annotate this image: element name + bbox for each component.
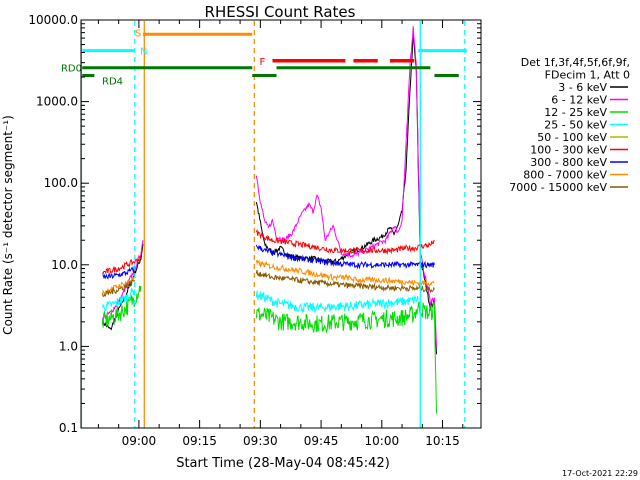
x-tick-label: 10:00 [365,434,400,448]
series-12-25kev [102,285,437,414]
flag-label: RD4 [102,76,123,87]
legend-header: FDecim 1, Att 0 [545,69,630,82]
legend-label: 12 - 25 keV [544,106,607,119]
plot-frame [80,19,482,429]
x-tick-label: 09:00 [122,434,157,448]
series-trace [102,240,144,321]
y-tick-label: 0.1 [59,421,78,435]
x-axis-label: Start Time (28-May-04 08:45:42) [176,456,390,471]
series-800-7000kev [102,259,435,296]
flag-label: N [140,47,147,58]
series-100-300kev [102,228,435,276]
series-trace [255,26,437,347]
legend-label: 50 - 100 keV [537,131,607,144]
x-tick-label: 09:45 [304,434,339,448]
series-trace [255,228,435,255]
legend-label: 100 - 300 keV [530,144,607,157]
series-3-6kev [102,33,437,355]
legend-label: 800 - 7000 keV [523,169,607,182]
legend: Det 1f,3f,4f,5f,6f,9f,FDecim 1, Att 03 -… [509,56,630,194]
series-trace [102,256,142,276]
y-tick-label: 10000.0 [28,13,78,27]
legend-label: 6 - 12 keV [551,94,607,107]
legend-label: 3 - 6 keV [558,81,607,94]
date-stamp: 17-Oct-2021 22:29 [562,469,638,478]
legend-label: 25 - 50 keV [544,119,607,132]
series-trace [255,244,435,270]
legend-label: 7000 - 15000 keV [509,181,607,194]
chart-title: RHESSI Count Rates [205,3,356,21]
x-tick-label: 10:15 [425,434,460,448]
y-tick-label: 100.0 [44,176,78,190]
series-trace [102,285,142,328]
series-trace [255,259,435,287]
x-tick-label: 09:15 [182,434,217,448]
y-tick-label: 10.0 [51,258,78,272]
series-7000-15000kev [102,270,435,298]
flag-bars: SN F RD0 RD4 [61,28,467,87]
series-25-50kev [102,287,419,314]
flag-label: S [135,28,141,39]
axes: 0.1 1.0 10.0 100.0 1000.0 10000.0 09:00 09:15 09… [28,13,482,448]
series-trace [102,243,144,331]
series-trace [102,278,136,298]
series-layer [102,26,437,414]
y-axis-label: Count Rate (s⁻¹ detector segment⁻¹) [1,115,15,335]
series-trace [255,290,419,314]
series-trace [102,265,136,280]
series-trace [102,276,135,296]
series-trace [102,287,136,312]
series-6-12kev [102,26,437,347]
series-300-800kev [102,244,435,280]
flag-label: F [259,57,265,68]
y-tick-label: 1000.0 [36,95,78,109]
series-trace [255,301,437,414]
y-tick-label: 1.0 [59,339,78,353]
legend-header: Det 1f,3f,4f,5f,6f,9f, [521,56,630,69]
x-tick-label: 09:30 [243,434,278,448]
legend-label: 300 - 800 keV [530,156,607,169]
flag-label: RD0 [61,64,82,75]
series-trace [255,270,435,294]
